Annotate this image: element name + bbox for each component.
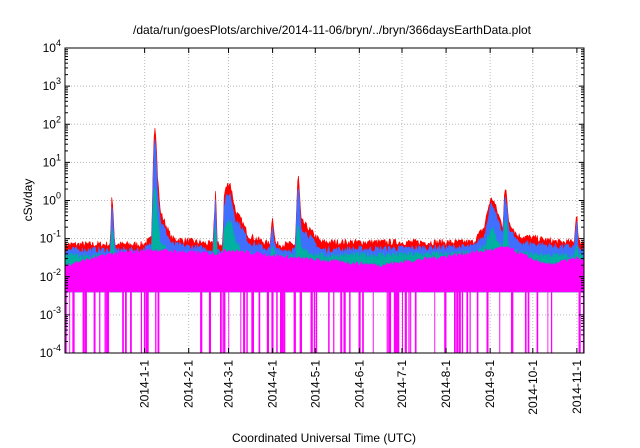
y-tick-label: 10-3 bbox=[40, 305, 61, 322]
y-tick-label: 100 bbox=[43, 191, 61, 208]
y-tick-label: 101 bbox=[43, 152, 61, 169]
y-axis-label: cSv/day bbox=[21, 179, 35, 222]
y-tick-label: 10-2 bbox=[40, 267, 61, 284]
x-tick-label: 2014-1-1 bbox=[138, 360, 152, 408]
x-tick-label: 2014-4-1 bbox=[266, 360, 280, 408]
x-tick-label: 2014-6-1 bbox=[352, 360, 366, 408]
y-tick-label: 10-4 bbox=[40, 343, 61, 360]
x-tick-label: 2014-3-1 bbox=[222, 360, 236, 408]
x-tick-label: 2014-7-1 bbox=[395, 360, 409, 408]
y-tick-label: 10-1 bbox=[40, 229, 61, 246]
plot-frame bbox=[64, 47, 585, 354]
axes: 10-4 10-3 10-2 10-1 100 101 102 103 104 2014-1-1 2… bbox=[40, 38, 584, 415]
y-tick-label: 102 bbox=[43, 114, 61, 131]
x-tick-label: 2014-2-1 bbox=[182, 360, 196, 408]
chart-title: /data/run/goesPlots/archive/2014-11-06/b… bbox=[133, 23, 532, 37]
x-tick-label: 2014-11-1 bbox=[570, 360, 584, 414]
y-tick-label: 103 bbox=[43, 76, 61, 93]
y-tick-label: 104 bbox=[43, 38, 61, 55]
x-tick-label: 2014-8-1 bbox=[439, 360, 453, 408]
x-tick-label: 2014-9-1 bbox=[483, 360, 497, 408]
x-tick-label: 2014-5-1 bbox=[308, 360, 322, 408]
plot-area bbox=[64, 127, 585, 353]
series-area bbox=[64, 245, 585, 293]
x-tick-label: 2014-10-1 bbox=[526, 360, 540, 415]
x-axis-label: Coordinated Universal Time (UTC) bbox=[232, 431, 416, 445]
